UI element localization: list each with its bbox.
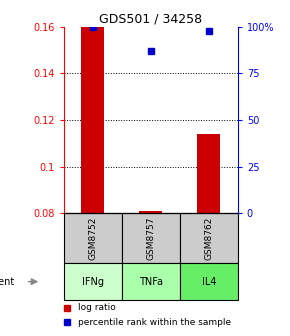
Bar <box>180 213 238 263</box>
Text: IFNg: IFNg <box>82 277 104 287</box>
Bar <box>81 27 104 213</box>
Bar <box>64 213 122 263</box>
Bar <box>139 211 162 213</box>
Text: TNFa: TNFa <box>139 277 163 287</box>
Text: IL4: IL4 <box>202 277 216 287</box>
Bar <box>122 213 180 263</box>
Text: percentile rank within the sample: percentile rank within the sample <box>78 318 231 327</box>
Text: agent: agent <box>0 277 15 287</box>
Title: GDS501 / 34258: GDS501 / 34258 <box>99 13 202 26</box>
Text: log ratio: log ratio <box>78 303 115 312</box>
Text: GSM8757: GSM8757 <box>146 216 155 260</box>
Text: GSM8762: GSM8762 <box>204 216 213 260</box>
Bar <box>64 263 122 300</box>
Bar <box>122 263 180 300</box>
Bar <box>180 263 238 300</box>
Bar <box>197 134 220 213</box>
Text: GSM8752: GSM8752 <box>88 216 97 260</box>
